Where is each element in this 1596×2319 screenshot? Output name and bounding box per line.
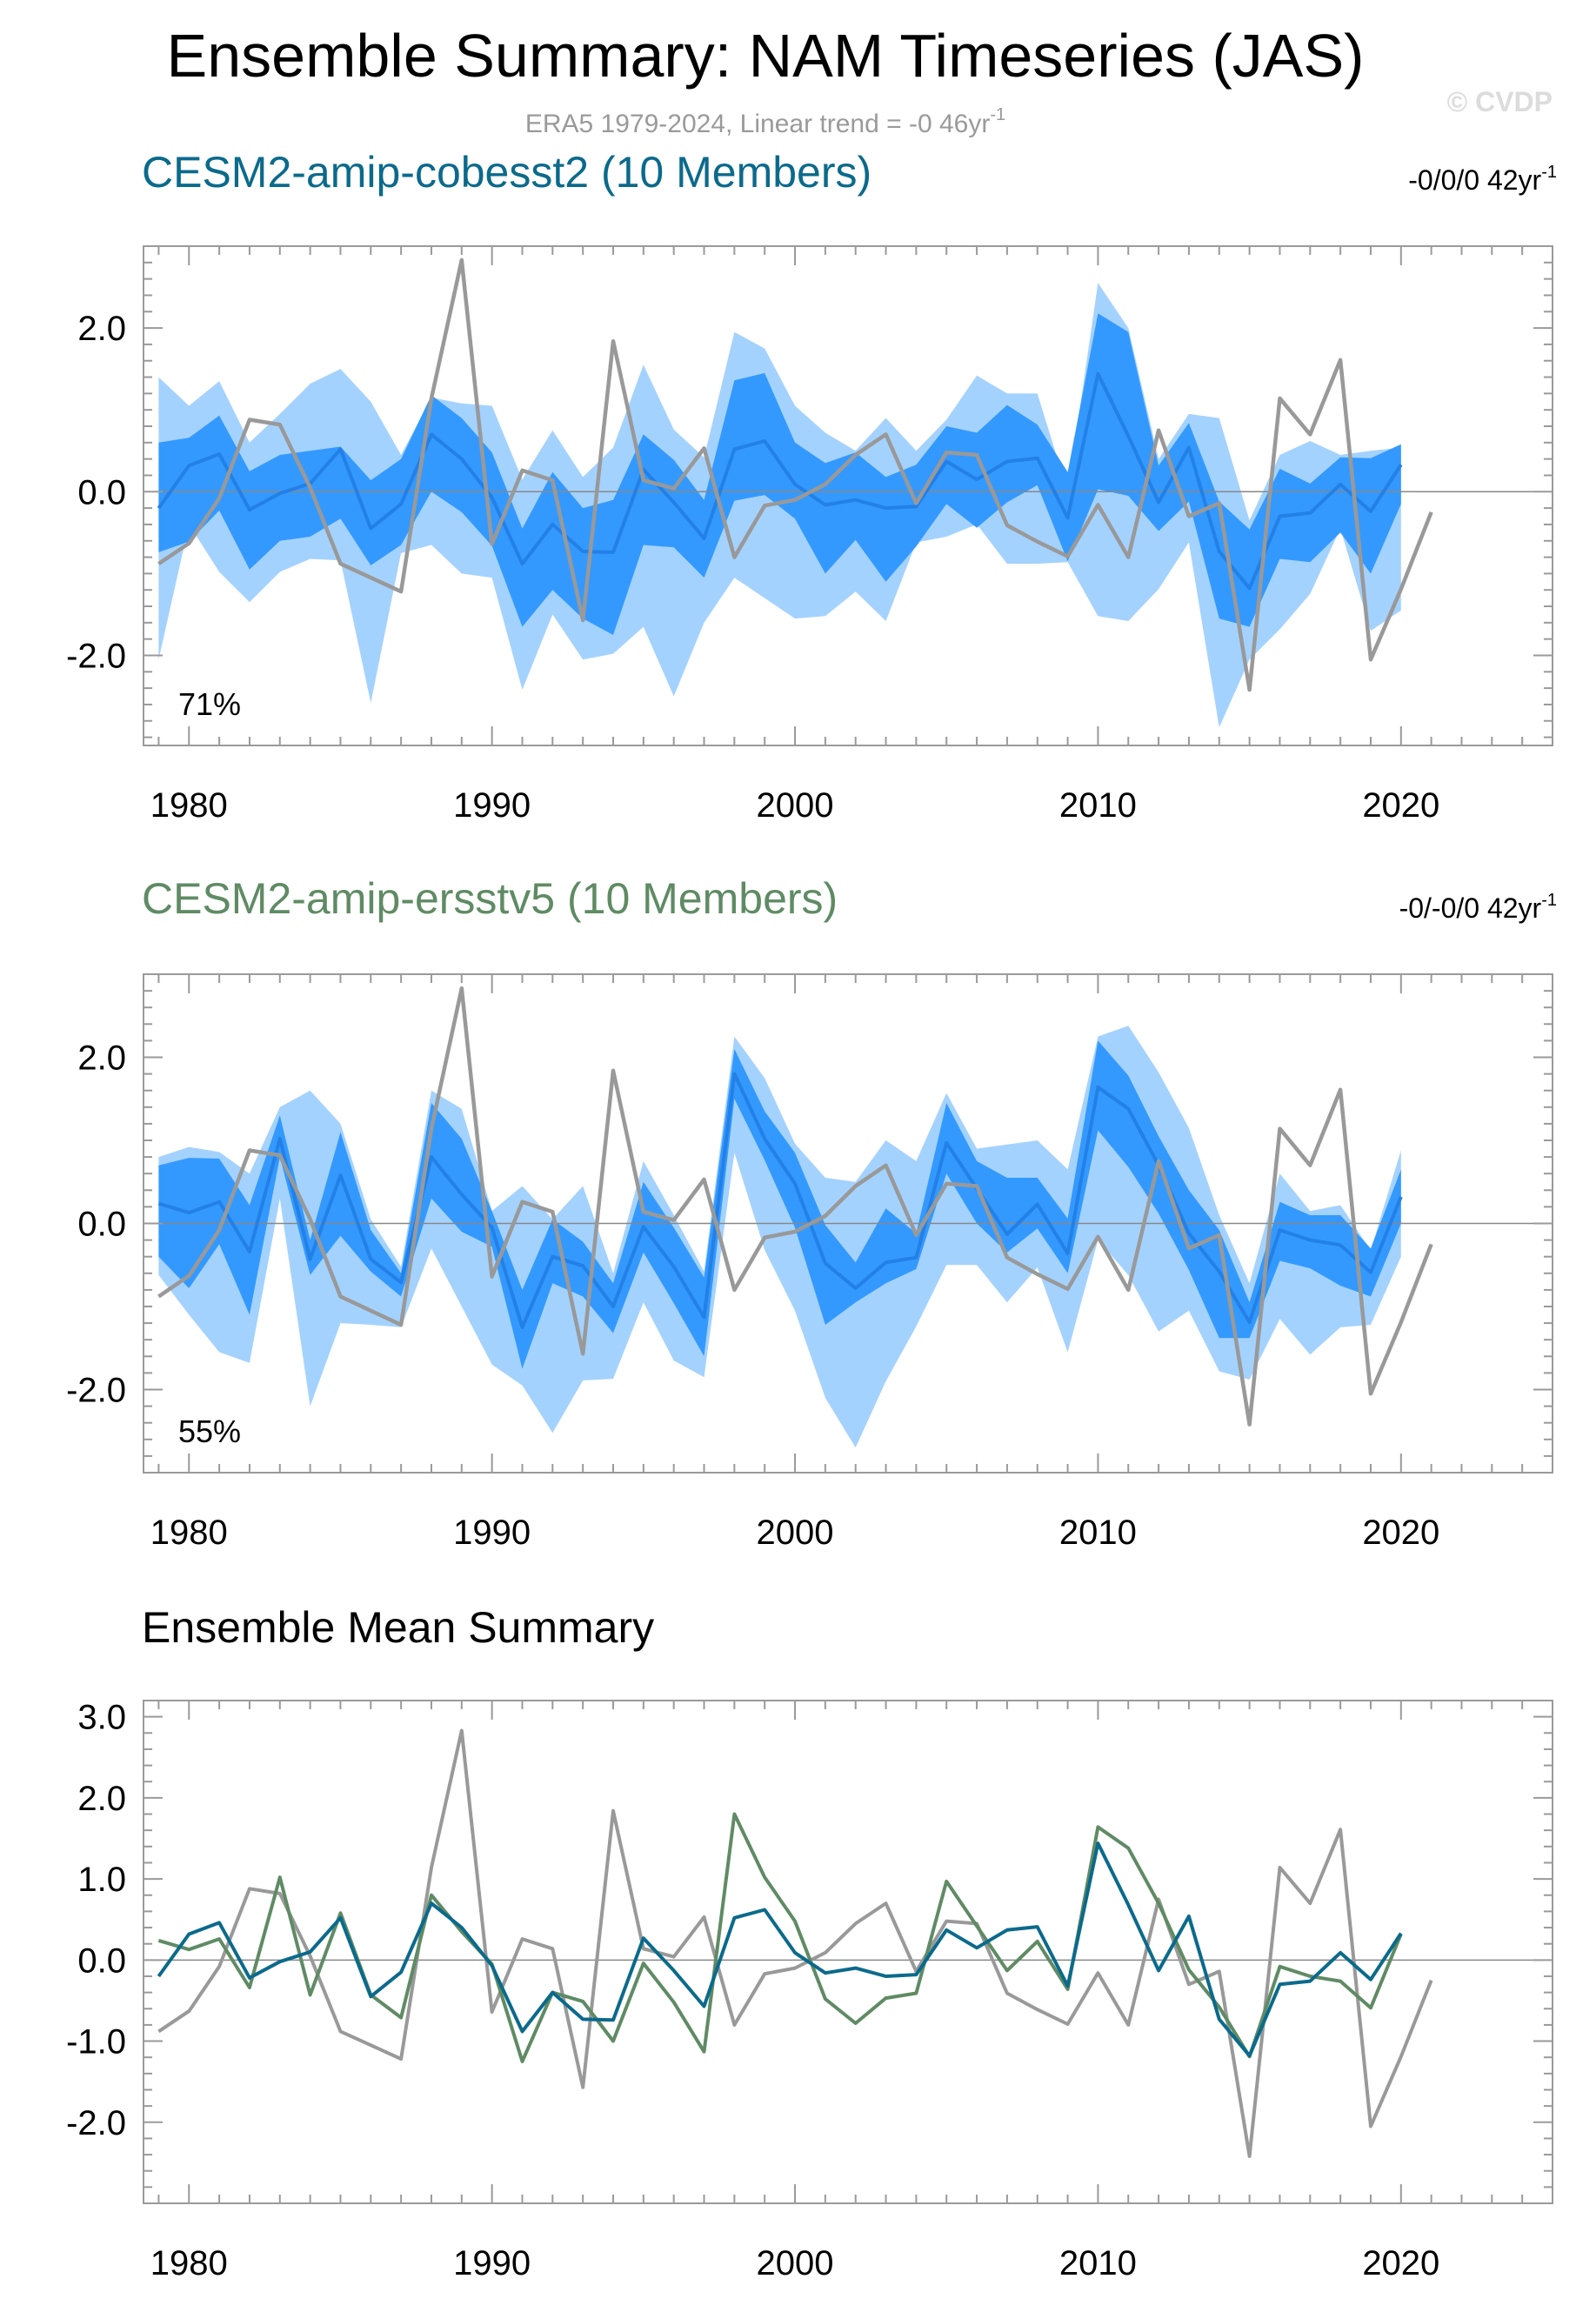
panel1-title: CESM2-amip-cobesst2 (10 Members) [142,148,871,197]
panel1-ytick-label: 2.0 [77,310,126,348]
panel1-trend: -0/0/0 42yr-1 [1408,163,1557,196]
subtitle-superscript: -1 [990,105,1005,124]
panel3-title: Ensemble Mean Summary [142,1603,654,1652]
figure-subtitle: ERA5 1979-2024, Linear trend = -0 46yr-1 [525,105,1005,138]
panel3-ytick-label: 2.0 [77,1780,126,1818]
panel1-percent-label: 71% [178,686,241,722]
panel3-ytick-label: -2.0 [66,2104,126,2142]
panel1-xtick-label: 1990 [453,786,531,825]
subtitle-text: ERA5 1979-2024, Linear trend = -0 46yr [525,110,991,138]
panel2-ytick-label: 0.0 [77,1206,126,1244]
panel1-xtick-label: 2020 [1362,786,1439,825]
figure-title: Ensemble Summary: NAM Timeseries (JAS) [167,22,1365,90]
panel2-trend-text: -0/-0/0 42yr [1399,892,1542,924]
panel2-xtick-label: 1990 [453,1514,531,1552]
panel3-ytick-label: 0.0 [77,1941,126,1980]
panel1-ensemble-mean-line [157,371,1403,591]
panel1-trend-text: -0/0/0 42yr [1408,164,1541,196]
panel3-xtick-label: 2020 [1362,2244,1439,2282]
panel2-ensemble-mean-line [157,1072,1403,1329]
panel1-obs-line [157,257,1433,692]
panel1-ytick-label: -2.0 [66,637,126,675]
panel1-ytick-label: 0.0 [77,473,126,511]
panel3-xtick-label: 2000 [757,2244,834,2282]
panel2-percent-label: 55% [178,1413,241,1449]
panel2-ytick-label: -2.0 [66,1372,126,1410]
panel1-xtick-label: 1980 [150,786,228,825]
panel2-obs-line [157,986,1433,1427]
panel3-xtick-label: 1990 [453,2244,531,2282]
panel2-plot: 55% 1980 1990 2000 2010 2020 -2.0 0.0 2.0 [66,973,1553,1552]
panel1-plot: 71% 1980 1990 2000 2010 2020 -2.0 0.0 2.0 [66,245,1553,825]
panel2-trend-sup: -1 [1541,891,1557,910]
panel3-xtick-label: 1980 [150,2244,228,2282]
panel2-xtick-label: 2000 [757,1514,834,1552]
panel3-frame-border [143,1700,1553,2204]
panel1-trend-sup: -1 [1541,163,1557,182]
panel3-ytick-label: 3.0 [77,1699,126,1737]
panel3-frame [143,1700,1553,2204]
panel2-trend: -0/-0/0 42yr-1 [1399,891,1557,924]
panel3-xtick-label: 2010 [1059,2244,1137,2282]
panel1-inner-band [158,313,1401,635]
panel1-frame-border [143,245,1553,746]
panel3-ytick-label: 1.0 [77,1861,126,1899]
panel2-xtick-label: 1980 [150,1514,228,1552]
panel2-title: CESM2-amip-ersstv5 (10 Members) [142,874,838,923]
panel1-xtick-label: 2010 [1059,786,1137,825]
panel3-plot: 1980 1990 2000 2010 2020 -2.0 -1.0 0.0 1.0 2.0 3.0 [66,1699,1553,2282]
panel1-xtick-label: 2000 [757,786,834,825]
panel2-ytick-label: 2.0 [77,1039,126,1078]
panel2-xtick-label: 2020 [1362,1514,1439,1552]
panel3-series-era5 [157,1728,1433,2158]
panel2-xtick-label: 2010 [1059,1514,1137,1552]
panel3-ytick-label: -1.0 [66,2023,126,2062]
watermark: © CVDP [1447,86,1553,117]
panel3-series-cesm2-amip-cobesst2 [157,1841,1403,2058]
